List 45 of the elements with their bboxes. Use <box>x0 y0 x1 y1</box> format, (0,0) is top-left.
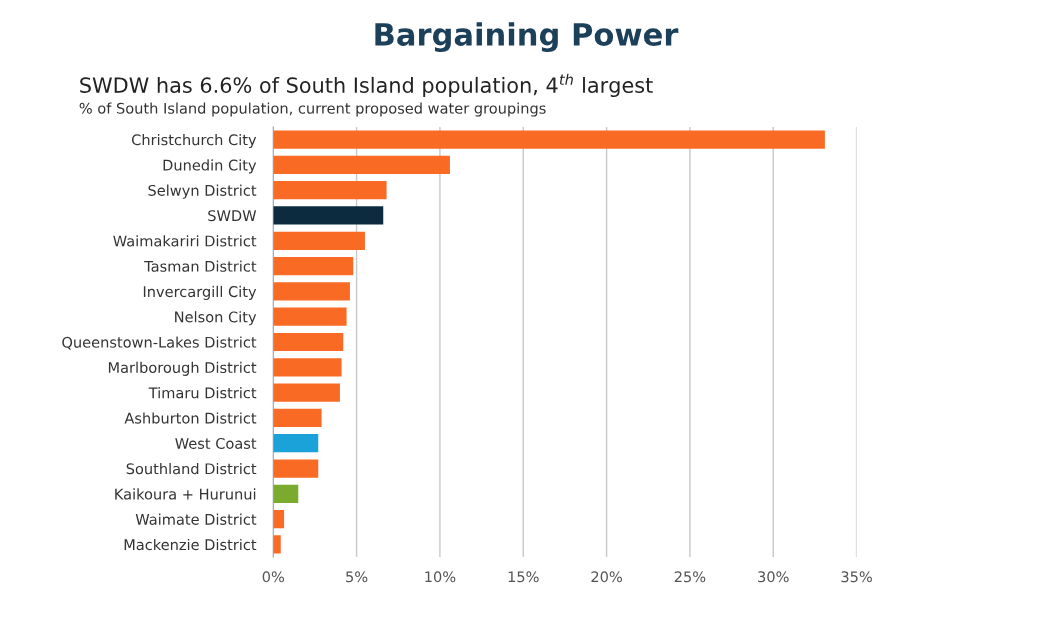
bar <box>273 484 299 503</box>
bar <box>273 256 354 276</box>
bar <box>273 408 322 428</box>
y-tick-label: Kaikoura + Hurunui <box>115 488 256 500</box>
x-tick-label: 15% <box>508 571 539 583</box>
x-tick-label: 25% <box>674 571 706 583</box>
y-tick-label: Ashburton District <box>124 412 257 424</box>
x-tick-label: 30% <box>758 571 789 583</box>
y-tick-label: Mackenzie District <box>124 538 257 551</box>
bar <box>273 307 347 326</box>
y-tick-label: Nelson City <box>175 311 257 326</box>
bar <box>273 332 344 352</box>
y-tick-label: Waimate District <box>135 513 257 525</box>
chart-title: Bargaining Power <box>375 22 679 53</box>
y-tick-label: Invercargill City <box>143 285 257 300</box>
y-tick-label: Queenstown-Lakes District <box>62 336 257 350</box>
y-tick-label: West Coast <box>175 437 257 449</box>
bar <box>273 155 450 174</box>
y-tick-label: SWDW <box>208 210 257 222</box>
bar <box>273 231 365 250</box>
chart-subtitle: SWDW has 6.6% of South Island population, 4$^{th}$ largest <box>80 73 653 98</box>
x-tick-label: 10% <box>425 571 456 583</box>
x-tick-label: 0% <box>262 571 285 583</box>
y-tick-label: Timaru District <box>148 387 257 399</box>
x-tick-label: 35% <box>841 571 872 583</box>
y-tick-label: Marlborough District <box>108 361 257 376</box>
bar <box>273 206 384 225</box>
y-tick-label: Southland District <box>126 462 257 475</box>
y-tick-label: Christchurch City <box>131 134 257 149</box>
bar <box>273 510 285 529</box>
bar <box>273 358 342 377</box>
bar <box>273 130 825 149</box>
y-tick-label: Tasman District <box>144 260 257 272</box>
bar <box>273 535 281 554</box>
bar <box>273 434 319 453</box>
bar <box>273 383 340 402</box>
x-tick-label: 20% <box>591 571 622 583</box>
text: % of South Island population, current proposed water groupings <box>79 102 546 117</box>
y-tick-label: Waimakariri District <box>113 235 257 247</box>
x-tick-label: 5% <box>346 571 368 583</box>
y-tick-label: Selwyn District <box>148 184 257 199</box>
bar <box>273 181 387 200</box>
bar <box>273 282 350 301</box>
bar <box>273 459 319 478</box>
y-tick-label: Dunedin City <box>163 159 257 174</box>
